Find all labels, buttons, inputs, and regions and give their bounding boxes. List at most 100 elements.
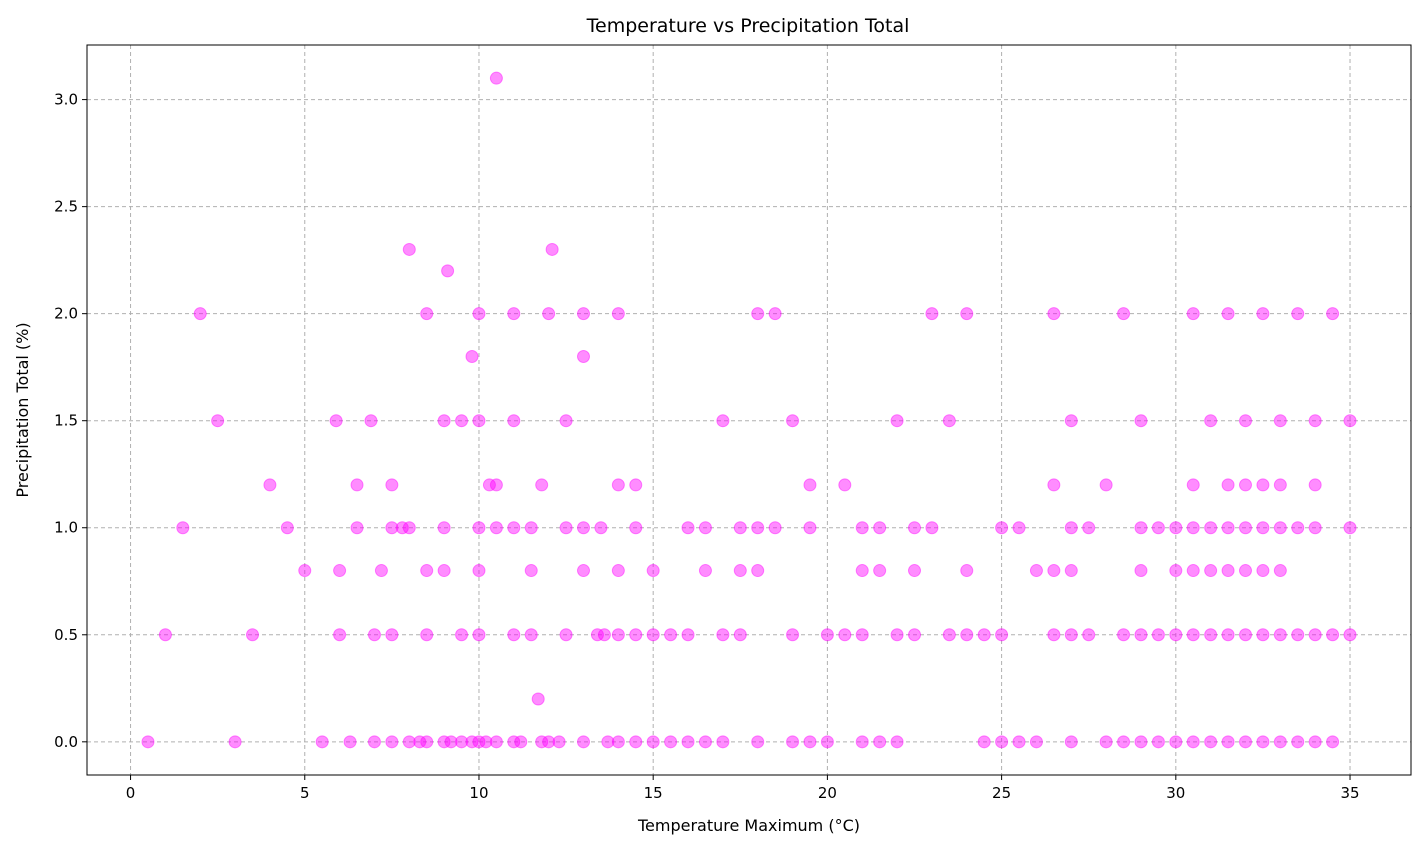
x-tick-label: 10	[469, 784, 488, 802]
data-point	[855, 564, 869, 578]
data-point	[995, 735, 1009, 749]
data-point	[524, 628, 538, 642]
data-point	[437, 414, 451, 428]
data-point	[664, 628, 678, 642]
data-point	[263, 478, 277, 492]
data-point	[698, 521, 712, 535]
data-point	[552, 735, 566, 749]
data-point	[768, 521, 782, 535]
y-axis-ticks: 0.0 0.5 1.0 1.5 2.0 2.5 3.0	[54, 91, 87, 751]
data-point	[350, 478, 364, 492]
data-point	[803, 521, 817, 535]
data-point	[594, 521, 608, 535]
data-point	[1221, 307, 1235, 321]
data-point	[482, 478, 496, 492]
data-point	[1343, 628, 1357, 642]
data-point	[1239, 735, 1252, 749]
data-point	[1273, 478, 1287, 492]
data-point	[1064, 628, 1078, 642]
y-tick-label: 1.0	[54, 519, 78, 537]
data-point	[1117, 307, 1131, 321]
data-point	[577, 349, 590, 363]
data-point	[1047, 478, 1061, 492]
data-point	[1326, 628, 1340, 642]
data-point	[489, 735, 503, 749]
data-point	[803, 735, 817, 749]
data-point	[908, 564, 921, 578]
data-point	[343, 735, 357, 749]
data-point	[1239, 414, 1252, 428]
data-point	[751, 735, 765, 749]
data-point	[1239, 521, 1252, 535]
data-point	[681, 521, 695, 535]
data-point	[1082, 628, 1096, 642]
data-point	[1256, 735, 1270, 749]
data-point	[1308, 414, 1322, 428]
data-point	[890, 735, 904, 749]
data-point	[751, 521, 765, 535]
data-point	[472, 735, 486, 749]
data-point	[437, 521, 451, 535]
data-point	[507, 414, 521, 428]
data-point	[141, 735, 155, 749]
y-tick-label: 0.0	[54, 733, 78, 751]
data-point	[1343, 521, 1357, 535]
data-point	[542, 307, 556, 321]
data-point	[611, 564, 625, 578]
data-point	[437, 564, 451, 578]
data-point	[246, 628, 259, 642]
data-point	[1221, 478, 1235, 492]
data-point	[577, 307, 590, 321]
data-point	[733, 521, 747, 535]
data-point	[820, 628, 834, 642]
data-point	[803, 478, 817, 492]
data-point	[873, 735, 887, 749]
data-point	[786, 628, 800, 642]
data-point	[1204, 414, 1218, 428]
data-point	[193, 307, 207, 321]
data-point	[479, 735, 493, 749]
data-point	[420, 735, 434, 749]
y-tick-label: 1.5	[54, 412, 78, 430]
data-point	[1169, 735, 1183, 749]
data-point	[1169, 521, 1183, 535]
data-point	[441, 264, 455, 278]
data-point	[402, 242, 416, 256]
data-point	[646, 735, 660, 749]
data-point	[158, 628, 172, 642]
data-point	[855, 521, 869, 535]
data-point	[1134, 628, 1148, 642]
plot-frame	[86, 44, 1412, 776]
data-point	[367, 735, 381, 749]
data-point	[211, 414, 225, 428]
data-point	[1029, 735, 1043, 749]
data-point	[611, 307, 625, 321]
data-point	[444, 735, 458, 749]
data-point	[507, 521, 521, 535]
data-point	[542, 735, 556, 749]
data-point	[1308, 735, 1322, 749]
data-point	[1186, 478, 1200, 492]
data-point	[524, 564, 538, 578]
data-point	[1082, 521, 1096, 535]
data-point	[1047, 307, 1061, 321]
data-point	[1273, 414, 1287, 428]
data-point	[1343, 414, 1357, 428]
y-tick-label: 0.5	[54, 626, 78, 644]
data-point	[1151, 521, 1165, 535]
data-point	[1204, 628, 1218, 642]
data-point	[751, 564, 765, 578]
data-point	[1221, 521, 1235, 535]
data-point	[629, 521, 643, 535]
data-point	[1308, 521, 1322, 535]
data-point	[1273, 735, 1287, 749]
data-point	[455, 414, 469, 428]
data-point	[1186, 628, 1200, 642]
data-point	[333, 564, 347, 578]
data-point	[601, 735, 615, 749]
data-point	[1204, 735, 1218, 749]
data-point	[350, 521, 364, 535]
data-point	[1308, 628, 1322, 642]
data-point	[1117, 735, 1131, 749]
